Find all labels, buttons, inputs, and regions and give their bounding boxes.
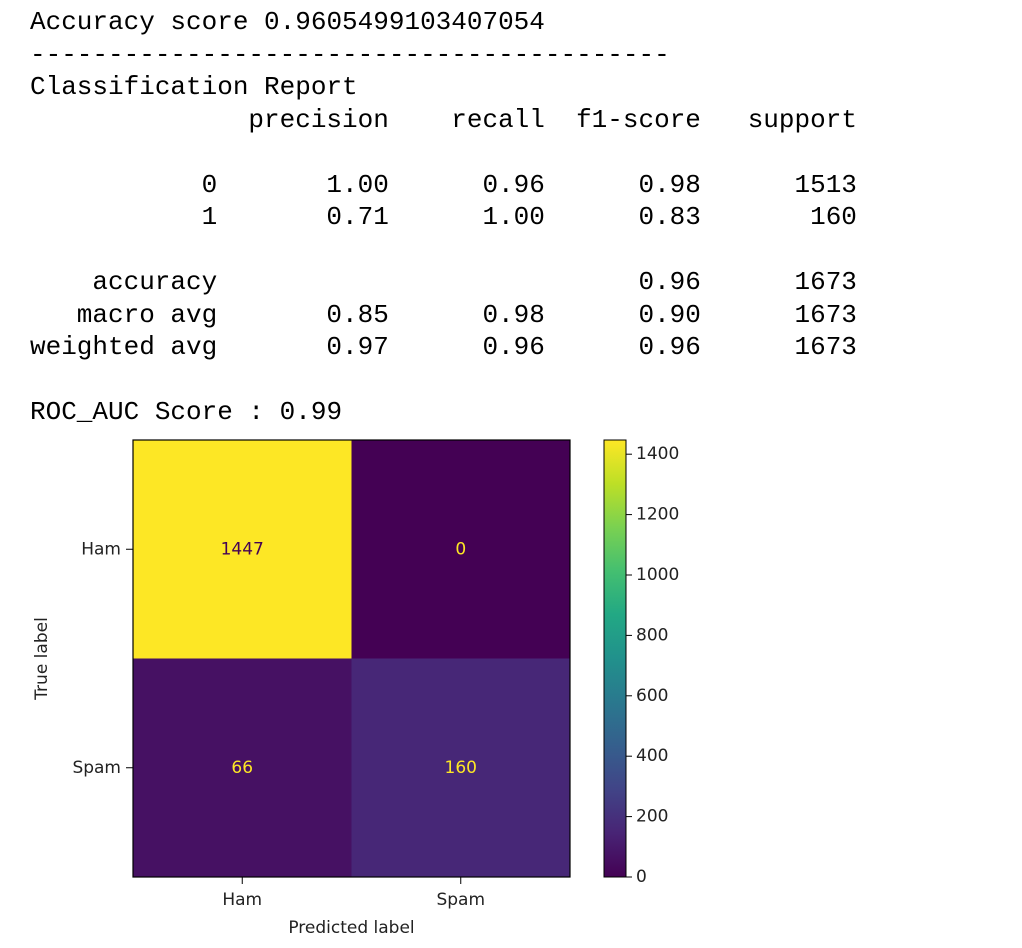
- colorbar-tick-label: 800: [636, 625, 668, 645]
- report-row: accuracy 0.96 1673: [30, 266, 966, 298]
- colorbar: [603, 439, 627, 878]
- x-tick-label: Spam: [436, 890, 485, 910]
- colorbar-tick-label: 1400: [636, 444, 679, 464]
- report-cell: 0.96: [638, 267, 701, 297]
- cell-value: 0: [455, 539, 466, 559]
- report-cell: 0.83: [638, 202, 701, 232]
- report-cell: 0.90: [638, 299, 701, 330]
- report-cell: 0.98: [638, 169, 701, 200]
- colorbar-tick-label: 600: [636, 686, 668, 706]
- heatmap-cell: [133, 440, 352, 659]
- plot-frame: [132, 439, 571, 878]
- report-cell: 1513: [794, 169, 857, 200]
- colorbar-tick-label: 1200: [636, 505, 679, 525]
- report-cell: 1673: [794, 299, 857, 330]
- report-cell: 0.98: [482, 299, 545, 330]
- x-axis-label: Predicted label: [288, 918, 414, 938]
- heatmap-cell: [351, 440, 570, 659]
- report-row: 0 1.00 0.96 0.98 1513: [30, 169, 966, 201]
- column-header: f1-score: [576, 104, 701, 135]
- report-cell: 0.71: [326, 202, 389, 232]
- report-row: macro avg 0.85 0.98 0.90 1673: [30, 299, 966, 331]
- y-tick-label: Ham: [81, 539, 121, 559]
- row-label: accuracy: [92, 267, 218, 297]
- row-label: 0: [201, 169, 218, 200]
- heatmap-cell: [351, 658, 570, 877]
- report-cell: 160: [810, 202, 857, 232]
- colorbar-tick-label: 0: [636, 867, 647, 887]
- accuracy-line: Accuracy score 0.9605499103407054: [30, 7, 545, 37]
- column-header: precision: [248, 104, 389, 135]
- report-cell: 1.00: [326, 169, 389, 200]
- x-tick-label: Ham: [222, 890, 262, 910]
- report-cell: 1673: [794, 267, 857, 297]
- row-label: 1: [201, 202, 218, 232]
- cell-value: 160: [445, 758, 477, 778]
- cell-value: 1447: [221, 539, 264, 559]
- report-header: precision recall f1-score support: [30, 104, 966, 136]
- separator: ----------------------------------------…: [30, 39, 670, 70]
- report-row: weighted avg 0.97 0.96 0.96 1673: [30, 331, 966, 363]
- colorbar-tick-label: 400: [636, 746, 668, 766]
- report-cell: 0.85: [326, 299, 389, 330]
- roc-auc-line: ROC_AUC Score : 0.99: [30, 397, 343, 427]
- column-header: recall: [451, 104, 545, 135]
- colorbar-tick-label: 200: [636, 807, 668, 827]
- report-cell: 0.96: [482, 169, 545, 200]
- report-cell: 1.00: [482, 202, 545, 232]
- row-label: macro avg: [76, 299, 218, 330]
- report-title: Classification Report: [30, 72, 358, 102]
- colorbar-tick-label: 1000: [636, 565, 679, 585]
- y-axis-label: True label: [32, 617, 52, 701]
- report-cell: 0.97: [326, 332, 389, 362]
- report-cell: 0.96: [482, 332, 545, 362]
- heatmap-cell: [133, 658, 352, 877]
- report-row: 1 0.71 1.00 0.83 160: [30, 201, 966, 233]
- cell-value: 66: [231, 758, 253, 778]
- report-cell: 1673: [794, 332, 857, 362]
- column-header: support: [747, 104, 857, 135]
- report-cell: 0.96: [638, 332, 701, 362]
- row-label: weighted avg: [30, 332, 218, 362]
- y-tick-label: Spam: [72, 758, 121, 778]
